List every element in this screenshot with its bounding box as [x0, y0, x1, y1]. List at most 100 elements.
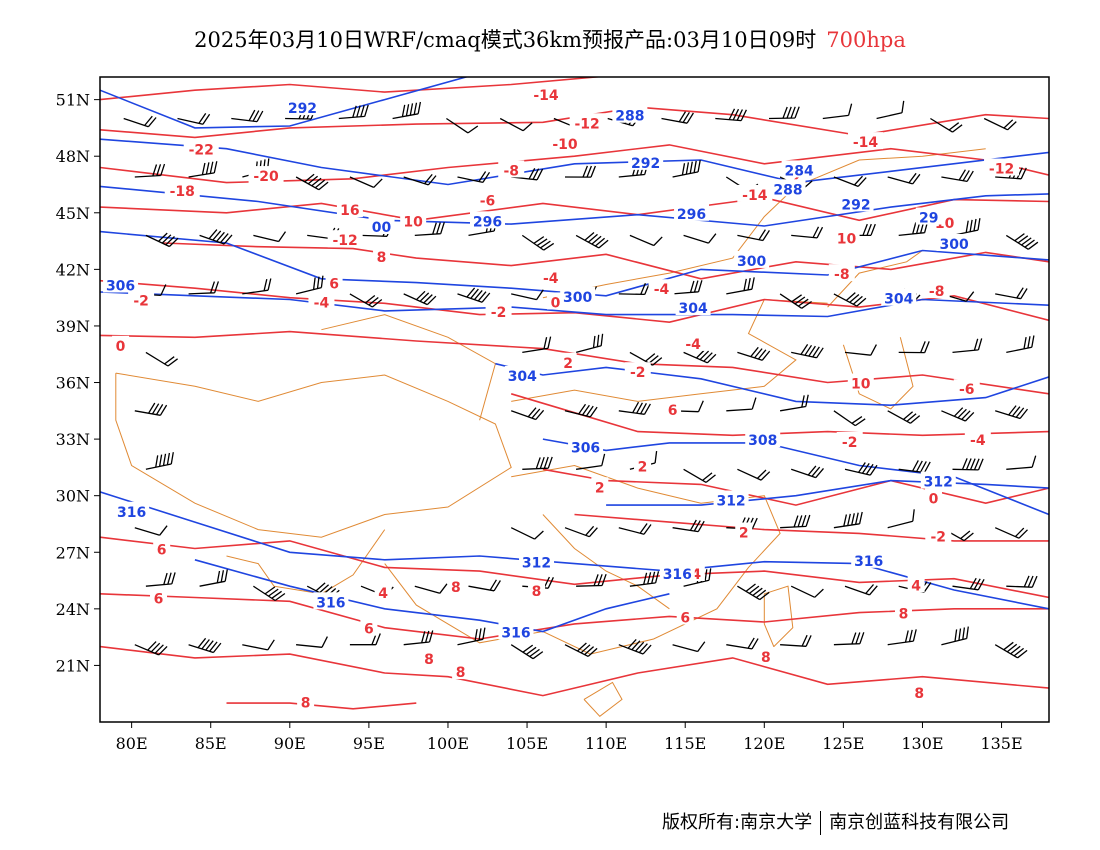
boundary-line	[763, 585, 794, 648]
temperature-label-bg	[735, 522, 753, 540]
wind-barb	[564, 525, 598, 538]
temperature-contour	[100, 330, 1049, 395]
height-label-bg	[674, 203, 710, 221]
temperature-label: -12	[333, 233, 358, 249]
temperature-label: -14	[742, 188, 768, 204]
wind-barb	[768, 106, 800, 120]
temperature-label-bg	[537, 267, 564, 285]
temperature-label: -6	[480, 194, 496, 210]
lon-tick-label: 110E	[585, 734, 627, 753]
temperature-label-bg	[164, 181, 200, 199]
temperature-label: -4	[685, 337, 701, 353]
lon-tick-label: 100E	[427, 734, 469, 753]
wind-barb	[1006, 575, 1038, 588]
height-label-bg	[675, 298, 711, 316]
temperature-label-bg	[248, 166, 284, 184]
height-label: 300	[737, 254, 766, 270]
temperature-label-bg	[420, 648, 438, 666]
wind-barb	[898, 341, 930, 354]
wind-barb	[457, 171, 491, 184]
temperature-label-bg	[925, 488, 943, 506]
wind-barb	[983, 117, 1017, 131]
temperature-label-bg	[128, 290, 155, 308]
temperature-label-bg	[923, 281, 950, 299]
height-label: 316	[501, 625, 530, 641]
temperature-label-bg	[828, 264, 855, 282]
height-label: 296	[473, 214, 502, 230]
height-label-bg	[114, 501, 150, 519]
wind-barb	[887, 172, 921, 185]
wind-barb	[468, 579, 501, 592]
lon-tick-label: 90E	[274, 734, 306, 753]
wind-barb	[564, 165, 597, 178]
boundary-line	[542, 514, 670, 610]
wind-barb	[1006, 455, 1037, 470]
height-label-bg	[915, 207, 942, 225]
wind-barb	[995, 405, 1029, 420]
height-label-bg	[504, 365, 540, 383]
wind-barb	[575, 333, 604, 354]
wind-barb	[941, 626, 969, 646]
lat-tick-label: 39N	[56, 317, 90, 336]
temperature-label-bg	[325, 273, 343, 291]
wind-barb	[349, 176, 383, 188]
wind-barb	[295, 173, 329, 191]
wind-barb	[296, 636, 328, 648]
temperature-contour	[100, 144, 1049, 184]
wind-barb	[887, 410, 921, 424]
boundary-line	[542, 148, 986, 299]
lat-tick-label: 42N	[56, 260, 90, 279]
wind-barb	[145, 572, 176, 587]
temperature-label-bg	[400, 211, 427, 229]
temperature-contour	[100, 645, 1049, 697]
wind-barb	[145, 452, 174, 470]
temperature-label-bg	[498, 160, 525, 178]
height-label: 312	[716, 493, 745, 509]
temperature-label: -18	[170, 184, 195, 200]
wind-barb	[661, 111, 694, 124]
temperature-label: 2	[563, 356, 573, 372]
temperature-label-bg	[676, 607, 694, 625]
temperature-label: -4	[543, 271, 559, 287]
temperature-label-bg	[528, 84, 564, 102]
wind-barb	[511, 289, 544, 301]
height-label-bg	[498, 622, 534, 640]
height-label: 316	[316, 595, 345, 611]
wind-barbs	[123, 100, 1039, 660]
height-label: 296	[677, 207, 706, 223]
height-contour	[100, 77, 469, 129]
temperature-label: 2	[791, 171, 801, 187]
title-main: 2025年03月10日WRF/cmaq模式36km预报产品:03月10日09时	[194, 28, 817, 52]
temperature-label-bg	[569, 113, 605, 131]
lon-tick-label: 115E	[664, 734, 706, 753]
wind-barb	[253, 585, 286, 602]
wind-barb	[576, 453, 606, 470]
height-label: 306	[571, 441, 600, 457]
temperature-label-bg	[150, 588, 168, 606]
height-label-bg	[470, 211, 506, 229]
wind-barb	[576, 573, 607, 587]
temperature-contour	[542, 468, 1049, 506]
wind-barb	[737, 468, 771, 481]
temperature-contour	[100, 77, 605, 101]
height-label: 316	[117, 505, 146, 521]
wind-barb	[231, 109, 264, 123]
height-label-bg	[770, 179, 806, 197]
wind-barb	[887, 629, 917, 646]
wind-barb	[995, 287, 1028, 300]
height-label: 00	[372, 220, 392, 236]
temperature-label-bg	[360, 618, 378, 636]
wind-barb	[295, 275, 324, 295]
height-label: 306	[106, 278, 135, 294]
wind-barb	[672, 519, 705, 533]
wind-barb	[522, 456, 553, 470]
boundary-line	[115, 372, 512, 538]
wind-barb	[898, 220, 929, 237]
lat-tick-label: 33N	[56, 430, 90, 449]
lat-tick-label: 24N	[56, 600, 90, 619]
height-label: 300	[939, 237, 968, 253]
temperature-contour	[100, 593, 1049, 640]
wind-barb	[1006, 335, 1035, 354]
boundary-line	[226, 529, 386, 595]
wind-barb	[780, 634, 812, 647]
